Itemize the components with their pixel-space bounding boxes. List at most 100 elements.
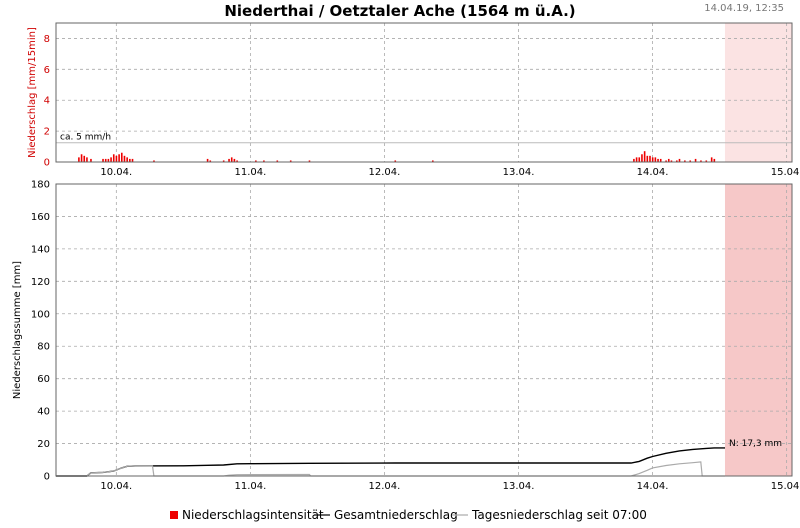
intensity-bar — [308, 160, 311, 162]
intensity-bar — [263, 160, 265, 162]
y-axis-label: Niederschlagssumme [mm] — [12, 261, 23, 399]
y-tick-label: 160 — [31, 212, 50, 223]
intensity-bar — [643, 151, 646, 162]
intensity-bar — [206, 158, 209, 162]
intensity-bar — [112, 154, 115, 162]
intensity-bar — [107, 158, 110, 162]
intensity-bar — [123, 155, 126, 162]
total-annotation: N: 17,3 mm — [729, 439, 782, 449]
intensity-bar — [633, 158, 635, 162]
intensity-bar — [78, 157, 80, 162]
intensity-bar — [233, 158, 236, 162]
y-tick-label: 0 — [44, 472, 50, 483]
x-tick-label: 14.04. — [637, 167, 669, 178]
y-tick-label: 2 — [44, 127, 50, 138]
intensity-bar — [236, 160, 238, 162]
intensity-bar — [700, 160, 702, 162]
intensity-bar — [126, 157, 128, 162]
intensity-bar — [228, 158, 230, 162]
x-tick-label: 12.04. — [369, 481, 401, 492]
x-tick-label: 15.04. — [771, 481, 800, 492]
y-tick-label: 120 — [31, 277, 50, 288]
y-tick-label: 8 — [44, 34, 50, 45]
intensity-bar — [120, 152, 123, 162]
intensity-bar — [670, 160, 673, 162]
x-tick-label: 13.04. — [503, 167, 535, 178]
plot-frame — [55, 22, 793, 163]
intensity-bar — [153, 160, 155, 162]
intensity-bar — [83, 155, 86, 162]
legend-label-total: Gesamtniederschlag — [334, 508, 458, 522]
intensity-bar — [115, 155, 118, 162]
x-tick-label: 11.04. — [234, 167, 266, 178]
intensity-bar — [635, 157, 638, 162]
intensity-bar — [646, 155, 649, 162]
intensity-bar — [86, 157, 88, 162]
y-tick-label: 80 — [37, 342, 50, 353]
intensity-bar — [129, 158, 131, 162]
cumulative-panel: 10.04. 11.04. 12.04. 13.04. 14.04. 15.04. 0 20 4… — [12, 180, 800, 493]
legend-label-intensity: Niederschlagsintensität — [182, 508, 324, 522]
y-tick-label: 6 — [44, 65, 50, 76]
forecast-area — [724, 23, 792, 162]
intensity-bar — [667, 158, 670, 162]
intensity-bar — [276, 160, 279, 162]
chart-title: Niederthai / Oetztaler Ache (1564 m ü.A.… — [224, 2, 575, 20]
x-tick-label: 10.04. — [100, 167, 132, 178]
intensity-bar — [222, 160, 225, 162]
intensity-bar — [255, 160, 257, 162]
reference-line-label: ca. 5 mm/h — [60, 133, 111, 143]
intensity-bar — [394, 160, 397, 162]
x-tick-label: 11.04. — [234, 481, 266, 492]
intensity-bar — [118, 154, 120, 162]
timestamp: 14.04.19, 12:35 — [704, 3, 784, 14]
y-tick-label: 4 — [44, 96, 50, 107]
intensity-bar — [705, 160, 708, 162]
intensity-bar — [104, 158, 107, 162]
intensity-bar — [102, 158, 104, 162]
intensity-bar — [665, 160, 667, 162]
x-tick-label: 14.04. — [637, 481, 669, 492]
x-tick-label: 13.04. — [503, 481, 535, 492]
y-tick-label: 100 — [31, 309, 50, 320]
intensity-bar — [689, 160, 692, 162]
y-tick-label: 60 — [37, 374, 50, 385]
intensity-bar — [649, 155, 651, 162]
intensity-bar — [289, 160, 292, 162]
x-tick-label: 10.04. — [100, 481, 132, 492]
y-tick-label: 180 — [31, 180, 50, 191]
intensity-bar — [710, 157, 713, 162]
intensity-bar — [432, 160, 434, 162]
legend-swatch-intensity — [170, 511, 178, 519]
intensity-bar — [659, 158, 662, 162]
intensity-bar — [230, 157, 233, 162]
intensity-bar — [651, 157, 654, 162]
y-axis-label: Niederschlag [mm/15min] — [27, 27, 38, 158]
intensity-bar — [713, 158, 716, 162]
y-tick-label: 0 — [44, 158, 50, 169]
intensity-bar — [110, 157, 112, 162]
intensity-bar — [694, 158, 697, 162]
intensity-bar — [676, 160, 678, 162]
intensity-bar — [654, 157, 657, 162]
forecast-area — [724, 184, 792, 476]
intensity-bar — [657, 158, 659, 162]
intensity-bar — [684, 160, 686, 162]
intensity-bar — [638, 157, 641, 162]
series-line-tagesniederschlag-seit-07-00 — [56, 461, 725, 477]
plot-frame — [55, 183, 793, 477]
x-tick-label: 12.04. — [369, 167, 401, 178]
legend: Niederschlagsintensität Gesamtniederschl… — [170, 508, 647, 522]
x-tick-label: 15.04. — [771, 167, 800, 178]
y-tick-label: 20 — [37, 439, 50, 450]
legend-label-daily: Tagesniederschlag seit 07:00 — [471, 508, 647, 522]
intensity-bar — [90, 158, 92, 162]
intensity-bar — [131, 158, 134, 162]
intensity-bar — [678, 158, 681, 162]
intensity-bar — [80, 154, 83, 162]
intensity-panel: 10.04. 11.04. 12.04. 13.04. 14.04. 15.04. 0 2 4 6… — [27, 22, 800, 178]
series-line-gesamtniederschlag — [56, 447, 725, 477]
y-tick-label: 140 — [31, 244, 50, 255]
y-tick-label: 40 — [37, 407, 50, 418]
